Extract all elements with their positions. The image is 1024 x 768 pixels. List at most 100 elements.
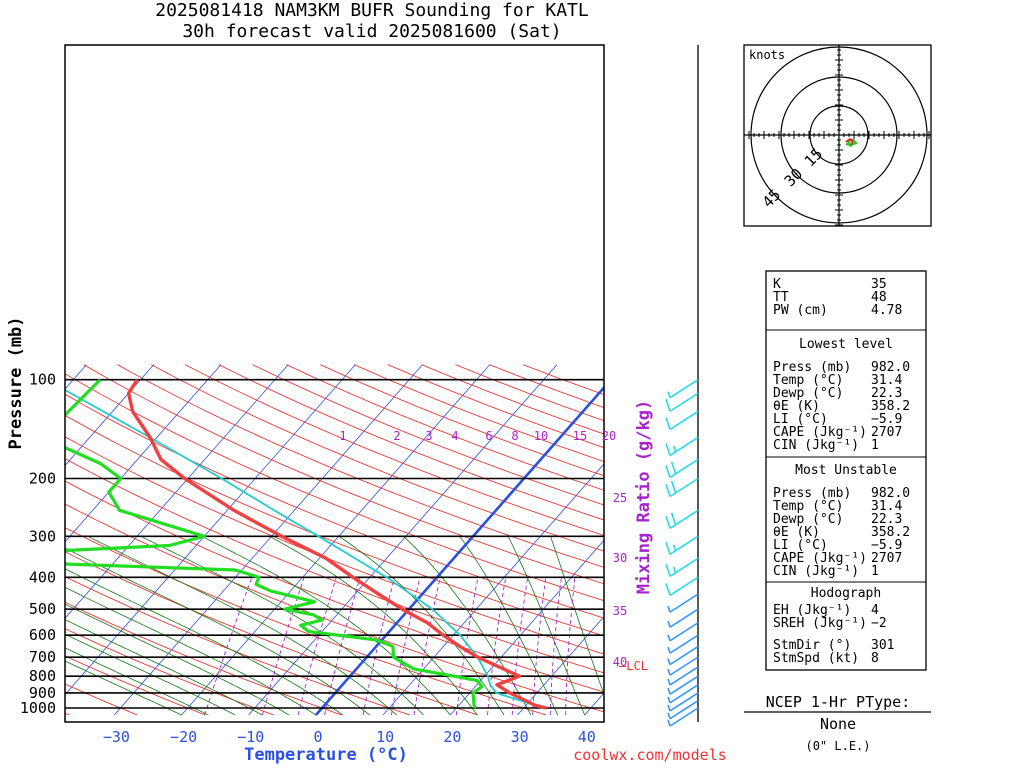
ptype-panel: NCEP 1-Hr PType: None (0" L.E.) bbox=[744, 693, 931, 753]
hodograph-stats-row-label: EH (Jkg⁻¹) bbox=[773, 603, 851, 618]
hodograph-trace-low bbox=[845, 138, 858, 148]
lowest-level-row-label: Temp (°C) bbox=[773, 373, 843, 388]
moist-adiabat-line bbox=[65, 619, 263, 716]
dry-adiabat-line bbox=[65, 436, 604, 655]
temperature-tick-label: 30 bbox=[511, 728, 529, 746]
dry-adiabat-line bbox=[151, 364, 604, 552]
temperature-tick-label: 10 bbox=[376, 728, 394, 746]
wind-barb bbox=[665, 535, 699, 555]
temperature-tick-label: 40 bbox=[578, 728, 596, 746]
dry-adiabat-line bbox=[65, 576, 410, 716]
mixing-ratio-tick-label: 35 bbox=[613, 604, 627, 618]
wind-barb bbox=[667, 608, 699, 628]
lowest-level-row-label: θE (K) bbox=[773, 399, 820, 414]
hodograph-trace-high bbox=[845, 137, 855, 146]
moist-adiabat-line bbox=[201, 535, 451, 716]
stat-index-label: K bbox=[773, 277, 781, 292]
most-unstable-row-label: Temp (°C) bbox=[773, 499, 843, 514]
chart-title-line1: 2025081418 NAM3KM BUFR Sounding for KATL bbox=[155, 0, 589, 21]
wind-barb bbox=[667, 593, 699, 613]
hodograph-stats-row-label: StmDir (°) bbox=[773, 638, 851, 653]
x-axis-label: Temperature (°C) bbox=[244, 745, 408, 765]
most-unstable-row-label: CIN (Jkg⁻¹) bbox=[773, 564, 859, 579]
dry-adiabat-line bbox=[65, 683, 138, 716]
temperature-tick-labels: −30 −20 −10 0 10 20 30 40 bbox=[103, 728, 596, 746]
wind-barb bbox=[665, 392, 699, 412]
mixing-ratio-tick-label: 15 bbox=[573, 429, 587, 443]
dry-adiabat-line bbox=[83, 364, 604, 585]
dry-adiabat-line bbox=[65, 655, 206, 716]
most-unstable-row-value: 358.2 bbox=[871, 525, 910, 540]
pressure-tick-label: 1000 bbox=[20, 699, 56, 717]
wind-barb bbox=[665, 576, 699, 597]
ptype-accumulation: (0" L.E.) bbox=[805, 739, 870, 753]
mixing-ratio-tick-label: 4 bbox=[451, 429, 458, 443]
sounding-profiles bbox=[65, 378, 547, 710]
mixing-ratio-line bbox=[511, 577, 529, 716]
dry-adiabat-line bbox=[65, 458, 604, 674]
wind-barb bbox=[667, 675, 699, 695]
moist-adiabat-line bbox=[459, 536, 559, 716]
stats-frame bbox=[765, 270, 927, 671]
isotherm-line bbox=[65, 364, 289, 619]
wind-barb bbox=[665, 557, 699, 577]
lowest-level-row-value: 2707 bbox=[871, 425, 902, 440]
pressure-tick-label: 100 bbox=[29, 371, 56, 389]
mixing-ratio-line bbox=[532, 577, 547, 716]
moist-adiabat-line bbox=[550, 536, 604, 696]
hodograph-units-label: knots bbox=[749, 48, 785, 62]
dry-adiabat-line bbox=[421, 364, 604, 435]
wind-barb bbox=[667, 692, 699, 712]
stat-index-value: 48 bbox=[871, 290, 887, 305]
dry-adiabat-line bbox=[65, 414, 604, 637]
dry-adiabat-line bbox=[65, 551, 479, 716]
lowest-level-row-value: 22.3 bbox=[871, 386, 902, 401]
dry-adiabat-line bbox=[65, 393, 604, 619]
hodograph: knots 15 30 45 bbox=[743, 44, 932, 227]
lowest-level-row-label: LI (°C) bbox=[773, 412, 828, 427]
wind-barb bbox=[667, 645, 699, 666]
wind-barb bbox=[665, 410, 699, 431]
moist-adiabat-line bbox=[338, 535, 505, 716]
dry-adiabat-line bbox=[455, 364, 604, 422]
temperature-tick-label: 20 bbox=[443, 728, 461, 746]
lowest-level-row-value: 31.4 bbox=[871, 373, 902, 388]
mixing-ratio-line bbox=[455, 577, 479, 716]
pressure-tick-label: 600 bbox=[29, 626, 56, 644]
lowest-level-title: Lowest level bbox=[799, 337, 893, 352]
lcl-label: —LCL bbox=[619, 659, 648, 673]
mixing-ratio-tick-label: 25 bbox=[613, 491, 627, 505]
most-unstable-row-label: LI (°C) bbox=[773, 538, 828, 553]
moist-adiabat-line bbox=[65, 547, 370, 716]
parcel-profile-line bbox=[65, 388, 536, 707]
mixing-ratio-line bbox=[487, 577, 507, 716]
moist-adiabat-line bbox=[403, 536, 532, 716]
dry-adiabat-line bbox=[184, 364, 604, 536]
temperature-tick-label: −10 bbox=[237, 728, 264, 746]
pressure-tick-label: 400 bbox=[29, 568, 56, 586]
lowest-level-row-value: −5.9 bbox=[871, 412, 902, 427]
most-unstable-row-value: 31.4 bbox=[871, 499, 902, 514]
wind-barb bbox=[667, 666, 699, 686]
mixing-ratio-tick-label: 30 bbox=[613, 551, 627, 565]
moist-adiabat-line bbox=[65, 568, 344, 716]
temperature-tick-label: −30 bbox=[103, 728, 130, 746]
wind-barbs bbox=[665, 378, 699, 727]
wind-barb bbox=[667, 707, 699, 727]
chart-title-line2: 30h forecast valid 2025081600 (Sat) bbox=[182, 21, 561, 42]
wind-barb bbox=[665, 458, 699, 479]
most-unstable-row-label: Press (mb) bbox=[773, 486, 851, 501]
pressure-tick-label: 900 bbox=[29, 684, 56, 702]
moist-adiabat-line bbox=[65, 586, 317, 716]
moist-adiabat-line bbox=[269, 535, 478, 716]
temperature-profile-line bbox=[126, 378, 547, 710]
lowest-level-row-label: CIN (Jkg⁻¹) bbox=[773, 438, 859, 453]
temperature-tick-label: −20 bbox=[170, 728, 197, 746]
wind-barb bbox=[667, 622, 699, 642]
moist-adiabat-line bbox=[65, 633, 236, 716]
pressure-tick-label: 500 bbox=[29, 600, 56, 618]
most-unstable-row-value: 2707 bbox=[871, 551, 902, 566]
